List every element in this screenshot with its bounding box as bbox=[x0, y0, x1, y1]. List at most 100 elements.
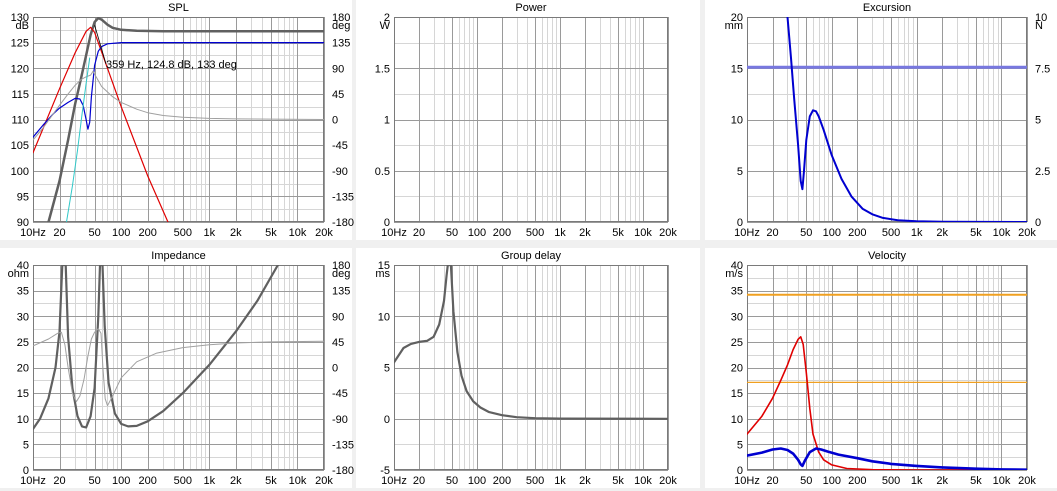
y-tick-label: 1.5 bbox=[375, 63, 390, 75]
x-tick-label: 20 bbox=[53, 227, 65, 239]
x-tick-label: 20k bbox=[659, 475, 677, 487]
y2-tick-label: 10 bbox=[1035, 12, 1047, 24]
y2-tick-label: 0 bbox=[1035, 217, 1041, 229]
y-tick-label: 90 bbox=[17, 217, 29, 229]
y-unit-label: ms bbox=[375, 268, 390, 280]
y-tick-label: 2 bbox=[384, 12, 390, 24]
series-line-1 bbox=[33, 265, 279, 431]
plot-area bbox=[394, 265, 668, 470]
chart-title: Excursion bbox=[863, 2, 911, 14]
y-tick-label: 0 bbox=[384, 414, 390, 426]
x-tick-label: 10Hz bbox=[381, 475, 407, 487]
major-grid bbox=[747, 265, 1028, 471]
x-tick-label: 200 bbox=[493, 227, 511, 239]
x-tick-label: 200 bbox=[139, 227, 157, 239]
x-tick-label: 10Hz bbox=[20, 227, 46, 239]
chart-title: SPL bbox=[168, 2, 189, 14]
x-tick-label: 200 bbox=[848, 475, 866, 487]
chart-velocity: Velocity 10Hz 20 50 100 200 500 1k 2k 5k 10k 20k 0 5 1… bbox=[705, 248, 1057, 488]
y-tick-label: 0 bbox=[737, 217, 743, 229]
x-tick-label: 50 bbox=[88, 227, 100, 239]
x-tick-label: 20 bbox=[413, 475, 425, 487]
y-tick-label: 30 bbox=[17, 311, 29, 323]
x-tick-label: 2k bbox=[230, 227, 242, 239]
x-tick-label: 1k bbox=[203, 475, 215, 487]
chart-spl: SPL 10Hz 20 50 100 200 500 1k 2k 5k 10k 20k 90 95 100 1… bbox=[0, 0, 354, 240]
y-tick-label: 40 bbox=[17, 260, 29, 272]
chart-title: Velocity bbox=[868, 250, 906, 262]
x-tick-label: 20k bbox=[1018, 475, 1036, 487]
y2-tick-label: 0 bbox=[332, 363, 338, 375]
x-tick-label: 100 bbox=[112, 227, 130, 239]
x-tick-label: 20k bbox=[1018, 227, 1036, 239]
y-tick-label: 100 bbox=[11, 166, 29, 178]
x-tick-label: 50 bbox=[800, 475, 812, 487]
y2-tick-label: -135 bbox=[332, 439, 354, 451]
y2-tick-label: 2.5 bbox=[1035, 166, 1050, 178]
y-tick-label: 10 bbox=[378, 311, 390, 323]
y-tick-label: 10 bbox=[17, 414, 29, 426]
y2-tick-label: -45 bbox=[332, 140, 348, 152]
series-line-3 bbox=[33, 41, 324, 138]
x-tick-label: 100 bbox=[823, 475, 841, 487]
y2-tick-label: 180 bbox=[332, 12, 350, 24]
y-tick-label: 20 bbox=[17, 363, 29, 375]
x-tick-label: 20k bbox=[315, 475, 333, 487]
plot-area bbox=[33, 265, 324, 470]
chart-title: Impedance bbox=[151, 250, 205, 262]
y-unit-label: m/s bbox=[725, 268, 743, 280]
x-tick-label: 2k bbox=[579, 227, 591, 239]
plot-border bbox=[747, 17, 1027, 222]
x-tick-label: 100 bbox=[468, 227, 486, 239]
y-tick-label: 35 bbox=[731, 286, 743, 298]
y-tick-label: 5 bbox=[23, 439, 29, 451]
plot-area bbox=[747, 265, 1027, 470]
y-tick-label: 120 bbox=[11, 63, 29, 75]
major-grid bbox=[33, 17, 325, 223]
y-tick-label: 5 bbox=[384, 363, 390, 375]
y-tick-label: 40 bbox=[731, 260, 743, 272]
y-tick-label: 95 bbox=[17, 191, 29, 203]
x-tick-label: 5k bbox=[612, 475, 624, 487]
y2-unit-label: deg bbox=[332, 20, 350, 32]
series-line-3 bbox=[747, 335, 1027, 470]
y-tick-label: 5 bbox=[737, 166, 743, 178]
plot-area bbox=[747, 17, 1027, 222]
x-tick-label: 1k bbox=[911, 475, 923, 487]
x-tick-label: 5k bbox=[970, 475, 982, 487]
series-line-4 bbox=[747, 447, 1027, 470]
y2-tick-label: -180 bbox=[332, 465, 354, 477]
y2-unit-label: deg bbox=[332, 268, 350, 280]
y-tick-label: 15 bbox=[378, 260, 390, 272]
x-tick-label: 5k bbox=[970, 227, 982, 239]
x-tick-label: 20k bbox=[659, 227, 677, 239]
y2-tick-label: -135 bbox=[332, 191, 354, 203]
x-tick-label: 1k bbox=[554, 227, 566, 239]
y-tick-label: 5 bbox=[737, 439, 743, 451]
x-tick-label: 10k bbox=[993, 227, 1011, 239]
y2-tick-label: 180 bbox=[332, 260, 350, 272]
x-tick-label: 200 bbox=[848, 227, 866, 239]
y-tick-label: 0 bbox=[737, 465, 743, 477]
plot-border bbox=[394, 17, 668, 222]
x-tick-label: 2k bbox=[936, 227, 948, 239]
y2-tick-label: 90 bbox=[332, 311, 344, 323]
y-tick-label: 125 bbox=[11, 38, 29, 50]
y-tick-label: 10 bbox=[731, 414, 743, 426]
x-tick-label: 20 bbox=[766, 227, 778, 239]
y2-tick-label: 90 bbox=[332, 63, 344, 75]
x-tick-label: 500 bbox=[882, 227, 900, 239]
y-tick-label: 115 bbox=[11, 89, 29, 101]
plot-border bbox=[394, 265, 668, 470]
series-line-1 bbox=[47, 17, 324, 222]
y-tick-label: 30 bbox=[731, 311, 743, 323]
series-line-2 bbox=[33, 26, 169, 222]
series-line-2 bbox=[786, 17, 1027, 222]
x-tick-label: 20k bbox=[315, 227, 333, 239]
y-unit-label: W bbox=[380, 20, 391, 32]
x-tick-label: 10k bbox=[634, 475, 652, 487]
x-tick-label: 10Hz bbox=[381, 227, 407, 239]
y-unit-label: dB bbox=[16, 20, 29, 32]
